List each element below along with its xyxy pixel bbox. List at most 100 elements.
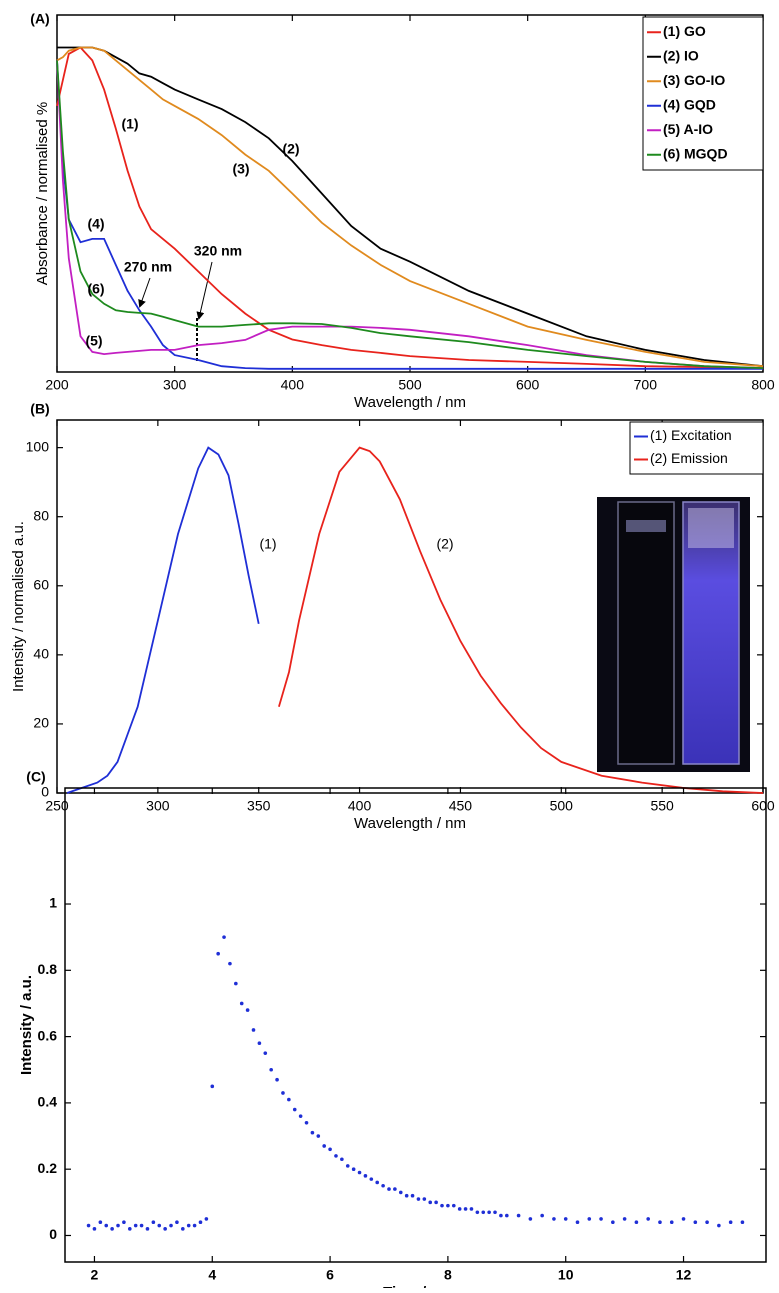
- data-point: [428, 1200, 433, 1205]
- data-point: [717, 1223, 721, 1228]
- annotation: (1): [259, 536, 276, 552]
- y-tick-label: 0.6: [38, 1027, 58, 1043]
- data-point: [658, 1220, 662, 1225]
- data-point: [263, 1051, 268, 1055]
- x-tick-label: 350: [247, 798, 271, 814]
- x-tick-label: 400: [281, 377, 305, 393]
- y-tick-label: 20: [33, 715, 49, 731]
- y-axis-label: Intensity / normalised a.u.: [10, 521, 27, 692]
- data-point: [192, 1223, 197, 1228]
- series-line: [56, 60, 763, 370]
- data-point: [334, 1154, 338, 1158]
- data-point: [198, 1220, 203, 1225]
- x-tick-label: 300: [146, 798, 170, 814]
- data-point: [693, 1220, 698, 1225]
- data-point: [122, 1220, 126, 1225]
- data-point: [646, 1217, 650, 1221]
- data-point: [239, 1001, 244, 1006]
- data-point: [181, 1227, 185, 1231]
- legend-label: (6) MGQD: [663, 145, 728, 161]
- legend-box: [642, 16, 764, 171]
- panel-label: (B): [30, 401, 49, 417]
- x-tick-label: 550: [650, 798, 674, 814]
- data-point: [163, 1227, 167, 1231]
- data-point: [127, 1227, 132, 1231]
- data-point: [410, 1193, 415, 1198]
- annotation: (1): [121, 116, 138, 132]
- series-line: [56, 60, 764, 369]
- x-tick-label: 400: [348, 798, 372, 814]
- annotation: 270 nm: [124, 259, 172, 275]
- data-point: [210, 1084, 215, 1089]
- data-point: [328, 1147, 332, 1152]
- y-tick-label: 60: [33, 576, 49, 592]
- data-point: [204, 1217, 209, 1221]
- x-axis-label: Time / ns: [383, 1284, 448, 1288]
- data-point: [340, 1157, 344, 1162]
- data-point: [298, 1114, 303, 1118]
- x-axis-label: Wavelength / nm: [354, 394, 466, 411]
- x-axis-label: Wavelength / nm: [354, 815, 466, 832]
- data-point: [92, 1227, 97, 1231]
- annotation: (5): [85, 333, 102, 349]
- x-tick-label: 12: [676, 1267, 692, 1283]
- data-point: [422, 1197, 427, 1201]
- data-point: [357, 1170, 362, 1175]
- y-tick-label: 40: [33, 646, 49, 662]
- legend-label: (2) IO: [663, 47, 699, 63]
- data-point: [116, 1223, 120, 1228]
- data-point: [575, 1220, 580, 1225]
- data-point: [505, 1213, 509, 1218]
- y-tick-label: 0.2: [38, 1160, 58, 1176]
- data-point: [175, 1220, 179, 1225]
- series-line: [56, 46, 764, 368]
- legend-label: (1) Excitation: [650, 427, 732, 443]
- data-point: [133, 1223, 138, 1228]
- x-tick-label: 6: [326, 1267, 334, 1283]
- data-point: [151, 1220, 156, 1225]
- legend-label: (2) Emission: [650, 450, 728, 466]
- plot-frame: [56, 419, 764, 794]
- data-point: [398, 1190, 403, 1195]
- data-point: [622, 1217, 627, 1221]
- data-point: [587, 1217, 592, 1221]
- data-point: [481, 1210, 486, 1215]
- legend-label: (3) GO-IO: [663, 72, 725, 88]
- x-tick-label: 800: [751, 377, 775, 393]
- data-point: [457, 1207, 462, 1211]
- data-point: [251, 1028, 256, 1032]
- series-line: [66, 446, 260, 794]
- data-point: [375, 1180, 380, 1185]
- data-point: [528, 1217, 533, 1221]
- annotation: 320 nm: [194, 243, 242, 259]
- data-point: [393, 1187, 397, 1191]
- y-tick-label: 0: [49, 1226, 57, 1242]
- data-point: [351, 1167, 356, 1171]
- x-tick-label: 700: [634, 377, 658, 393]
- annotation: (4): [87, 216, 104, 232]
- x-tick-label: 600: [516, 377, 540, 393]
- data-point: [599, 1217, 603, 1221]
- data-point: [104, 1223, 109, 1228]
- data-point: [269, 1067, 273, 1072]
- y-tick-label: 1: [49, 895, 57, 911]
- data-point: [275, 1077, 279, 1082]
- y-tick-label: 80: [33, 507, 49, 523]
- data-point: [257, 1041, 262, 1046]
- series-line: [278, 446, 764, 794]
- data-point: [245, 1008, 250, 1012]
- legend-label: (1) GO: [663, 23, 706, 39]
- data-point: [540, 1213, 544, 1218]
- plot-frame: [64, 787, 767, 1263]
- legend-label: (5) A-IO: [663, 121, 713, 137]
- data-point: [287, 1097, 291, 1102]
- data-point: [404, 1193, 409, 1198]
- data-point: [740, 1220, 745, 1225]
- data-point: [234, 981, 238, 986]
- data-point: [322, 1144, 326, 1148]
- data-point: [469, 1207, 474, 1211]
- data-point: [145, 1227, 150, 1231]
- data-point: [345, 1164, 350, 1168]
- data-point: [634, 1220, 639, 1225]
